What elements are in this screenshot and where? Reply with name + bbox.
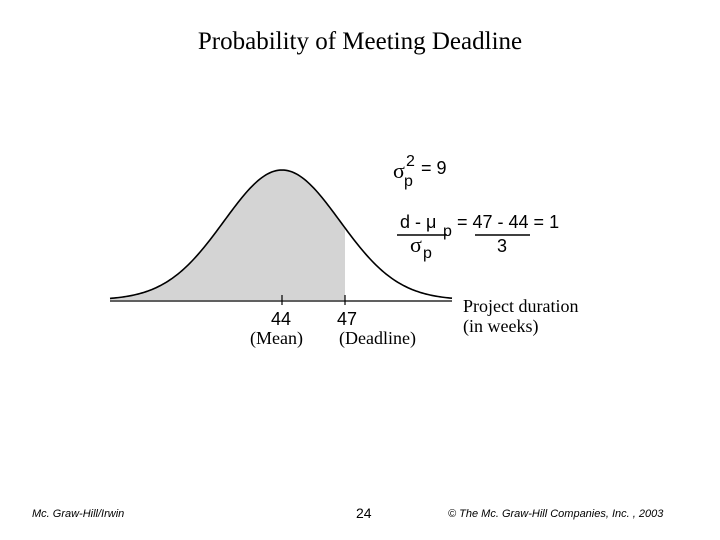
axis-label-line1: Project duration <box>463 296 578 316</box>
axis-label-line2: (in weeks) <box>463 316 538 337</box>
z-numerator-lhs: d - μ <box>400 212 436 232</box>
footer-publisher: Mc. Graw-Hill/Irwin <box>32 508 125 520</box>
deadline-value-label: 47 <box>337 309 357 329</box>
bell-curve <box>109 169 453 300</box>
footer-copyright: © The Mc. Graw-Hill Companies, Inc. , 20… <box>448 508 664 520</box>
variance-superscript: 2 <box>406 153 415 170</box>
mean-value-label: 44 <box>271 309 291 329</box>
variance-sigma: σ <box>393 158 405 183</box>
z-rhs-denominator: 3 <box>497 236 507 256</box>
deadline-caption: (Deadline) <box>339 328 416 349</box>
variance-subscript: p <box>404 173 413 190</box>
mean-caption: (Mean) <box>250 328 303 349</box>
z-denominator-sub: p <box>423 245 432 262</box>
slide-title: Probability of Meeting Deadline <box>197 28 523 55</box>
footer-page-number: 24 <box>356 505 372 521</box>
z-numerator-sub: p <box>443 223 452 240</box>
variance-rhs: = 9 <box>421 158 447 178</box>
shaded-probability-area <box>110 170 345 300</box>
z-rhs-numerator: = 47 - 44 = 1 <box>457 212 559 232</box>
z-denominator-sigma: σ <box>410 232 422 257</box>
